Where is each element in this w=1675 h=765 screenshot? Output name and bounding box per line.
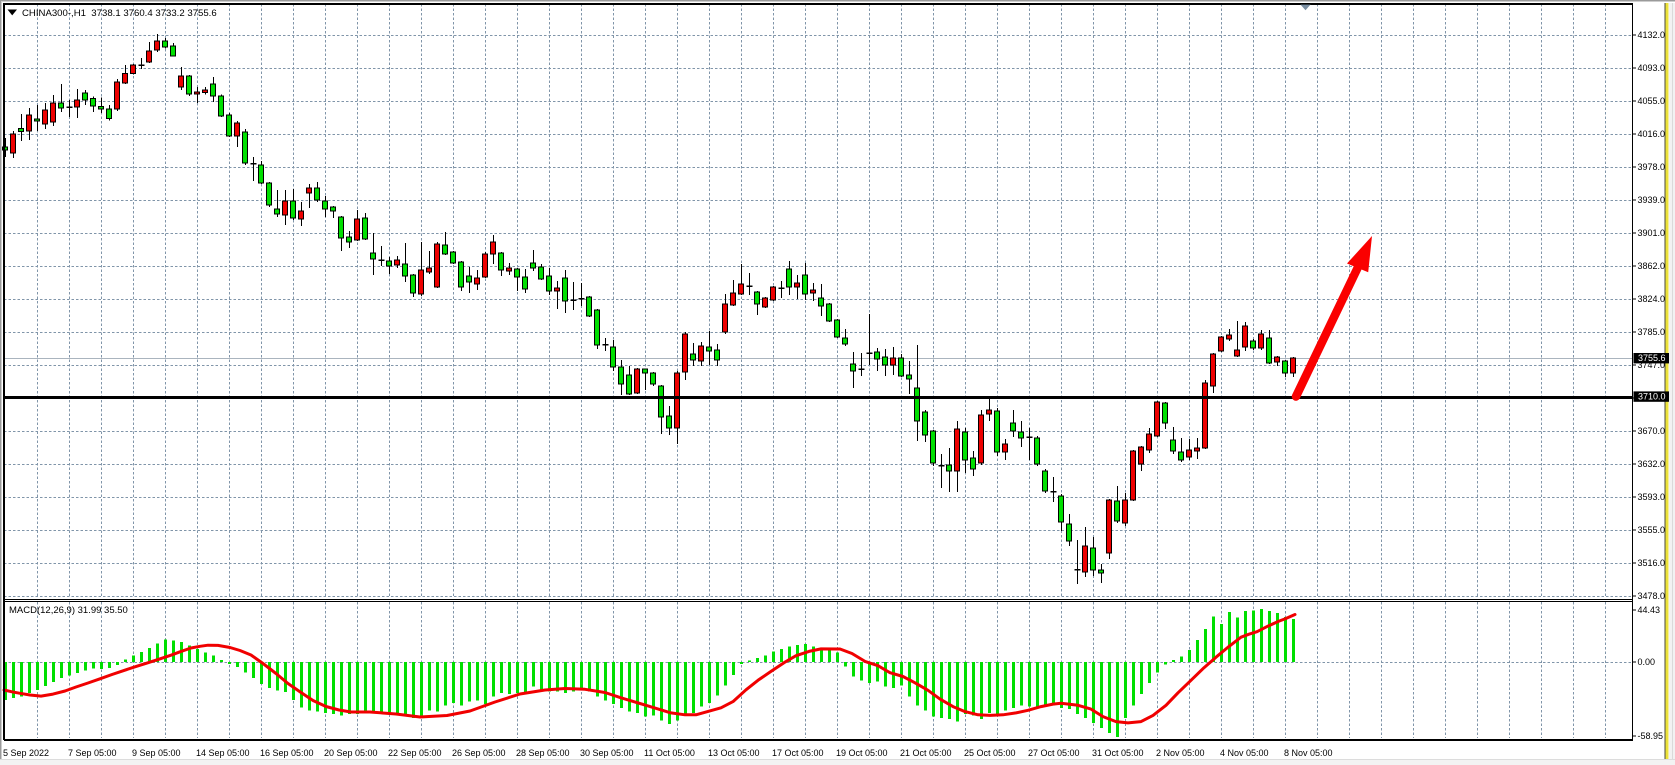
svg-text:14 Sep 05:00: 14 Sep 05:00 bbox=[196, 748, 250, 758]
svg-text:5 Sep 2022: 5 Sep 2022 bbox=[3, 748, 49, 758]
svg-text:2 Nov 05:00: 2 Nov 05:00 bbox=[1156, 748, 1205, 758]
svg-text:20 Sep 05:00: 20 Sep 05:00 bbox=[324, 748, 378, 758]
svg-text:11 Oct 05:00: 11 Oct 05:00 bbox=[644, 748, 695, 758]
svg-text:26 Sep 05:00: 26 Sep 05:00 bbox=[452, 748, 506, 758]
svg-text:17 Oct 05:00: 17 Oct 05:00 bbox=[772, 748, 824, 758]
svg-text:3593.0: 3593.0 bbox=[1638, 492, 1666, 502]
svg-text:3901.0: 3901.0 bbox=[1638, 228, 1666, 238]
svg-text:3670.0: 3670.0 bbox=[1638, 426, 1666, 436]
svg-text:3785.0: 3785.0 bbox=[1638, 327, 1666, 337]
svg-text:44.43: 44.43 bbox=[1638, 605, 1661, 615]
svg-text:22 Sep 05:00: 22 Sep 05:00 bbox=[388, 748, 442, 758]
svg-text:CHINA300-,H1 3738.1 3760.4 37: CHINA300-,H1 3738.1 3760.4 3733.2 3755.6 bbox=[22, 8, 217, 19]
svg-text:4055.0: 4055.0 bbox=[1638, 96, 1666, 106]
svg-text:4093.0: 4093.0 bbox=[1638, 63, 1666, 73]
svg-text:7 Sep 05:00: 7 Sep 05:00 bbox=[68, 748, 117, 758]
svg-text:3939.0: 3939.0 bbox=[1638, 195, 1666, 205]
svg-text:3632.0: 3632.0 bbox=[1638, 459, 1666, 469]
svg-text:MACD(12,26,9) 31.99 35.50: MACD(12,26,9) 31.99 35.50 bbox=[9, 605, 128, 616]
svg-text:4 Nov 05:00: 4 Nov 05:00 bbox=[1220, 748, 1269, 758]
svg-text:8 Nov 05:00: 8 Nov 05:00 bbox=[1284, 748, 1333, 758]
svg-text:27 Oct 05:00: 27 Oct 05:00 bbox=[1028, 748, 1080, 758]
svg-text:28 Sep 05:00: 28 Sep 05:00 bbox=[516, 748, 570, 758]
svg-text:3478.0: 3478.0 bbox=[1638, 591, 1666, 601]
svg-text:4016.0: 4016.0 bbox=[1638, 129, 1666, 139]
svg-text:0.00: 0.00 bbox=[1638, 657, 1656, 667]
svg-text:-58.95: -58.95 bbox=[1638, 731, 1664, 741]
svg-text:13 Oct 05:00: 13 Oct 05:00 bbox=[708, 748, 760, 758]
svg-text:3516.0: 3516.0 bbox=[1638, 558, 1666, 568]
svg-text:3555.0: 3555.0 bbox=[1638, 525, 1666, 535]
svg-text:3710.0: 3710.0 bbox=[1638, 392, 1666, 402]
svg-text:3747.0: 3747.0 bbox=[1638, 360, 1666, 370]
svg-text:9 Sep 05:00: 9 Sep 05:00 bbox=[132, 748, 181, 758]
svg-text:3978.0: 3978.0 bbox=[1638, 162, 1666, 172]
svg-text:4132.0: 4132.0 bbox=[1638, 30, 1666, 40]
svg-text:25 Oct 05:00: 25 Oct 05:00 bbox=[964, 748, 1016, 758]
svg-text:31 Oct 05:00: 31 Oct 05:00 bbox=[1092, 748, 1144, 758]
svg-text:16 Sep 05:00: 16 Sep 05:00 bbox=[260, 748, 314, 758]
svg-text:30 Sep 05:00: 30 Sep 05:00 bbox=[580, 748, 634, 758]
svg-text:19 Oct 05:00: 19 Oct 05:00 bbox=[836, 748, 888, 758]
svg-text:3755.6: 3755.6 bbox=[1638, 353, 1666, 363]
svg-text:3824.0: 3824.0 bbox=[1638, 294, 1666, 304]
svg-text:21 Oct 05:00: 21 Oct 05:00 bbox=[900, 748, 952, 758]
svg-text:3862.0: 3862.0 bbox=[1638, 261, 1666, 271]
